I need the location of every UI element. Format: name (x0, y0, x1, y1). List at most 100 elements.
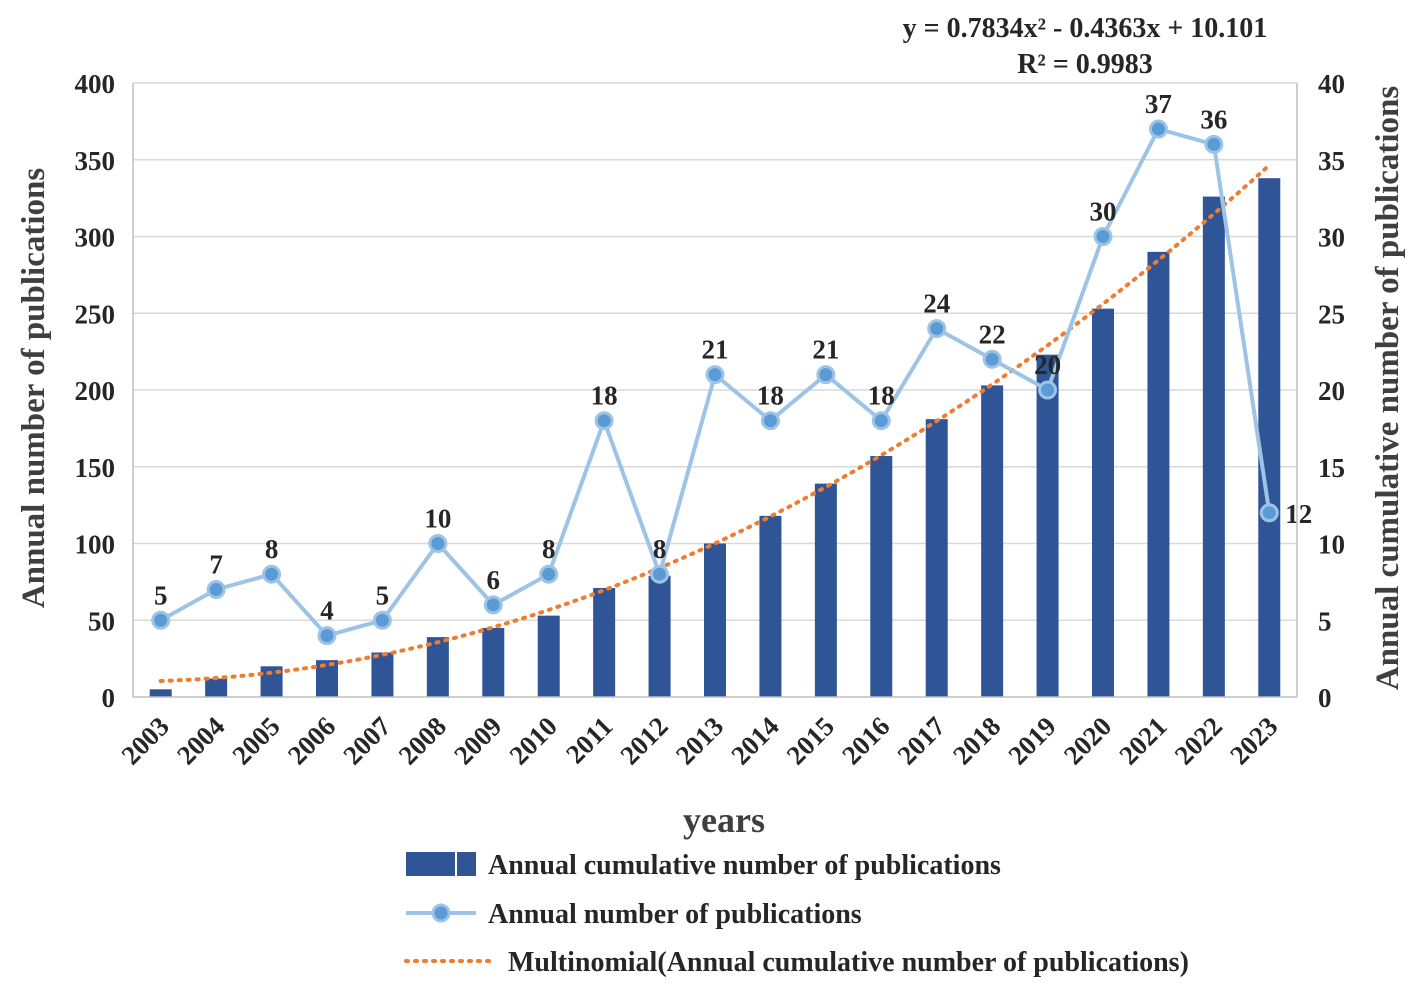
right-y-tick-label: 0 (1318, 683, 1332, 713)
x-tick-label: 2011 (560, 711, 618, 769)
trendline-path (158, 163, 1272, 683)
x-tick-label: 2010 (504, 711, 563, 770)
data-label-2009: 6 (487, 565, 501, 595)
x-tick-label: 2021 (1113, 711, 1172, 770)
legend-line-marker (431, 903, 451, 923)
line-point-2003 (151, 610, 171, 630)
data-label-2020: 30 (1090, 197, 1117, 227)
line-point-2018 (982, 349, 1002, 369)
trend-equation: y = 0.7834x² - 0.4363x + 10.101 (903, 13, 1268, 44)
x-tick-label: 2008 (393, 711, 452, 770)
right-y-tick-label: 30 (1318, 223, 1345, 253)
bar-2012 (648, 575, 671, 697)
left-axis-title: Annual number of publications (16, 168, 52, 609)
right-y-tick-label: 25 (1318, 299, 1345, 329)
x-tick-label: 2018 (947, 711, 1006, 770)
x-tick-label: 2016 (836, 711, 895, 770)
bar-2022 (1202, 196, 1225, 697)
data-label-2022: 36 (1200, 104, 1227, 134)
line-point-2013 (705, 365, 725, 385)
x-tick-label: 2004 (171, 711, 230, 770)
legend-trend-label: Multinomial(Annual cumulative number of … (508, 947, 1189, 978)
x-axis: 2003200420052006200720082009201020112012… (116, 696, 1297, 770)
legend-bar-swatch (406, 852, 476, 876)
data-label-2008: 10 (424, 504, 451, 534)
x-tick-label: 2006 (282, 711, 341, 770)
x-tick-label: 2020 (1058, 711, 1117, 770)
bar-2015 (814, 483, 837, 697)
data-label-2018: 22 (979, 319, 1006, 349)
line-point-2012 (650, 564, 670, 584)
bar-2004 (205, 678, 228, 697)
data-label-2011: 18 (591, 381, 618, 411)
left-y-tick-label: 50 (88, 606, 115, 636)
x-tick-label: 2022 (1169, 711, 1228, 770)
bar-2009 (482, 627, 505, 697)
left-y-tick-label: 150 (75, 453, 116, 483)
line-point-2023 (1259, 503, 1279, 523)
bar-2005 (260, 666, 283, 697)
data-label-2010: 8 (542, 534, 556, 564)
line-point-2009 (483, 595, 503, 615)
line-point-2015 (816, 365, 836, 385)
line-point-2005 (262, 564, 282, 584)
bar-2020 (1092, 308, 1114, 697)
right-axis-title: Annual cumulative number of publications (1370, 86, 1406, 691)
x-tick-label: 2017 (892, 711, 951, 770)
x-tick-label: 2009 (448, 711, 507, 770)
left-y-tick-label: 250 (75, 299, 116, 329)
line-point-2020 (1093, 227, 1113, 246)
bar-2008 (426, 637, 449, 697)
left-y-axis: 0 50 100 150 200 250 300 350 400 (75, 69, 134, 713)
left-y-tick-label: 0 (102, 683, 116, 713)
data-label-2016: 18 (868, 381, 895, 411)
line-point-2021 (1148, 119, 1168, 139)
left-y-tick-label: 300 (75, 223, 116, 253)
line-point-2011 (594, 411, 614, 431)
bar-2003 (149, 689, 172, 697)
right-y-tick-label: 35 (1318, 146, 1345, 176)
legend-line-label: Annual number of publications (488, 899, 862, 930)
left-y-tick-label: 350 (75, 146, 116, 176)
data-labels: 5 7 8 4 5 10 6 8 18 8 21 18 21 18 24 22 20 30 37 36 12 (154, 89, 1312, 626)
data-label-2019: 20 (1034, 350, 1061, 380)
data-label-2021: 37 (1145, 89, 1172, 119)
left-y-tick-label: 400 (75, 69, 116, 99)
line-point-2004 (206, 580, 226, 600)
x-tick-label: 2015 (781, 711, 840, 770)
bar-2019 (1036, 354, 1059, 697)
trendline-series (158, 163, 1272, 683)
bar-2006 (316, 660, 338, 697)
data-label-2003: 5 (154, 580, 168, 610)
right-y-axis: 0 5 10 15 20 25 30 35 40 (1296, 69, 1345, 713)
legend-bar-label: Annual cumulative number of publications (488, 850, 1001, 881)
bar-2017 (925, 419, 948, 697)
line-point-2007 (372, 610, 392, 630)
x-tick-label: 2014 (725, 711, 784, 770)
x-tick-label: 2007 (337, 711, 396, 770)
line-point-2019 (1038, 380, 1058, 400)
line-point-2016 (871, 411, 891, 431)
bar-series (149, 178, 1281, 698)
line-point-2014 (760, 411, 780, 431)
data-label-2007: 5 (376, 580, 390, 610)
legend: Annual cumulative number of publications… (404, 850, 1189, 978)
line-point-2008 (428, 534, 448, 553)
line-point-2022 (1204, 134, 1224, 154)
x-tick-label: 2019 (1002, 711, 1061, 770)
right-y-tick-label: 20 (1318, 376, 1345, 406)
right-y-tick-label: 40 (1318, 69, 1345, 99)
right-y-tick-label: 10 (1318, 530, 1345, 560)
line-series (151, 119, 1279, 646)
x-tick-label: 2003 (116, 711, 175, 770)
data-label-2023: 12 (1285, 499, 1312, 529)
data-label-2013: 21 (702, 335, 729, 365)
x-tick-label: 2012 (614, 711, 673, 770)
data-label-2005: 8 (265, 534, 279, 564)
gridlines (133, 82, 1297, 621)
line-point-2017 (927, 319, 947, 339)
bar-2007 (371, 652, 394, 697)
data-label-2006: 4 (320, 596, 334, 626)
x-tick-label: 2013 (670, 711, 729, 770)
